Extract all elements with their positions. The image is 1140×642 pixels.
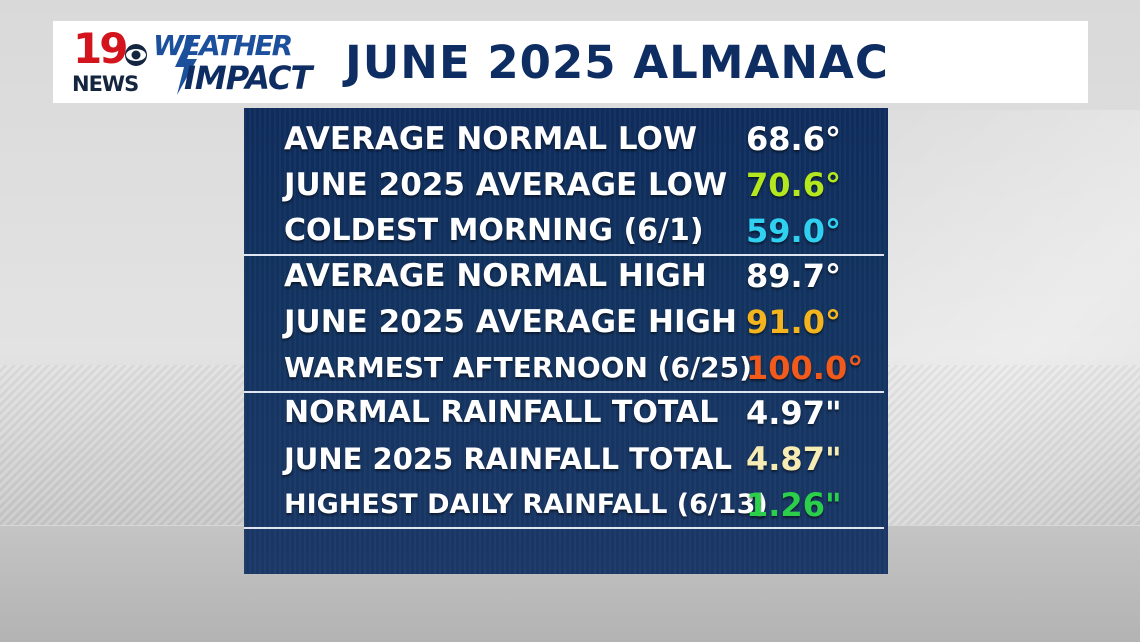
almanac-row-label: AVERAGE NORMAL LOW	[284, 121, 698, 157]
almanac-row-value: 4.97"	[746, 394, 842, 432]
almanac-row: WARMEST AFTERNOON (6/25) 100.0°	[244, 345, 888, 391]
lightning-bolt-icon	[175, 37, 197, 95]
almanac-row: COLDEST MORNING (6/1) 59.0°	[244, 208, 888, 254]
almanac-row: NORMAL RAINFALL TOTAL 4.97"	[244, 390, 888, 436]
almanac-row: JUNE 2025 AVERAGE LOW 70.6°	[244, 162, 888, 208]
almanac-row: JUNE 2025 AVERAGE HIGH 91.0°	[244, 299, 888, 345]
almanac-row-value: 70.6°	[746, 166, 841, 204]
almanac-row: AVERAGE NORMAL LOW 68.6°	[244, 116, 888, 162]
almanac-row-value: 59.0°	[746, 212, 841, 250]
almanac-row-value: 89.7°	[746, 257, 841, 295]
almanac-row-value: 1.26"	[746, 486, 842, 524]
station-logo-news: NEWS	[72, 72, 139, 96]
almanac-row-label: WARMEST AFTERNOON (6/25)	[284, 351, 752, 384]
almanac-row-label: HIGHEST DAILY RAINFALL (6/13)	[284, 489, 768, 520]
almanac-row-label: JUNE 2025 RAINFALL TOTAL	[284, 442, 733, 476]
section-divider	[244, 527, 884, 529]
page-title: JUNE 2025 ALMANAC	[345, 36, 889, 89]
almanac-row-label: JUNE 2025 AVERAGE HIGH	[284, 304, 737, 340]
section-divider	[244, 391, 884, 393]
section-divider	[244, 254, 884, 256]
almanac-row-label: COLDEST MORNING (6/1)	[284, 213, 704, 248]
cbs-eye-icon	[125, 44, 147, 66]
background-highlight	[840, 110, 1140, 530]
weather-impact-logo-top: WEATHER	[153, 29, 293, 62]
weather-impact-logo-bottom: IMPACT	[184, 59, 312, 97]
almanac-row-value: 100.0°	[746, 349, 864, 387]
almanac-row: HIGHEST DAILY RAINFALL (6/13) 1.26"	[244, 482, 888, 528]
almanac-row-label: JUNE 2025 AVERAGE LOW	[284, 167, 728, 203]
almanac-row-value: 4.87"	[746, 440, 842, 478]
almanac-row-label: NORMAL RAINFALL TOTAL	[284, 395, 719, 430]
almanac-row-value: 91.0°	[746, 303, 841, 341]
almanac-row-value: 68.6°	[746, 120, 841, 158]
almanac-row: AVERAGE NORMAL HIGH 89.7°	[244, 253, 888, 299]
header-bar: 19 NEWS WEATHER IMPACT JUNE 2025 ALMANAC	[53, 21, 1088, 103]
almanac-row: JUNE 2025 RAINFALL TOTAL 4.87"	[244, 436, 888, 482]
almanac-row-label: AVERAGE NORMAL HIGH	[284, 258, 707, 294]
almanac-panel: AVERAGE NORMAL LOW 68.6° JUNE 2025 AVERAGE…	[244, 108, 888, 574]
station-logo-number: 19	[73, 24, 128, 73]
